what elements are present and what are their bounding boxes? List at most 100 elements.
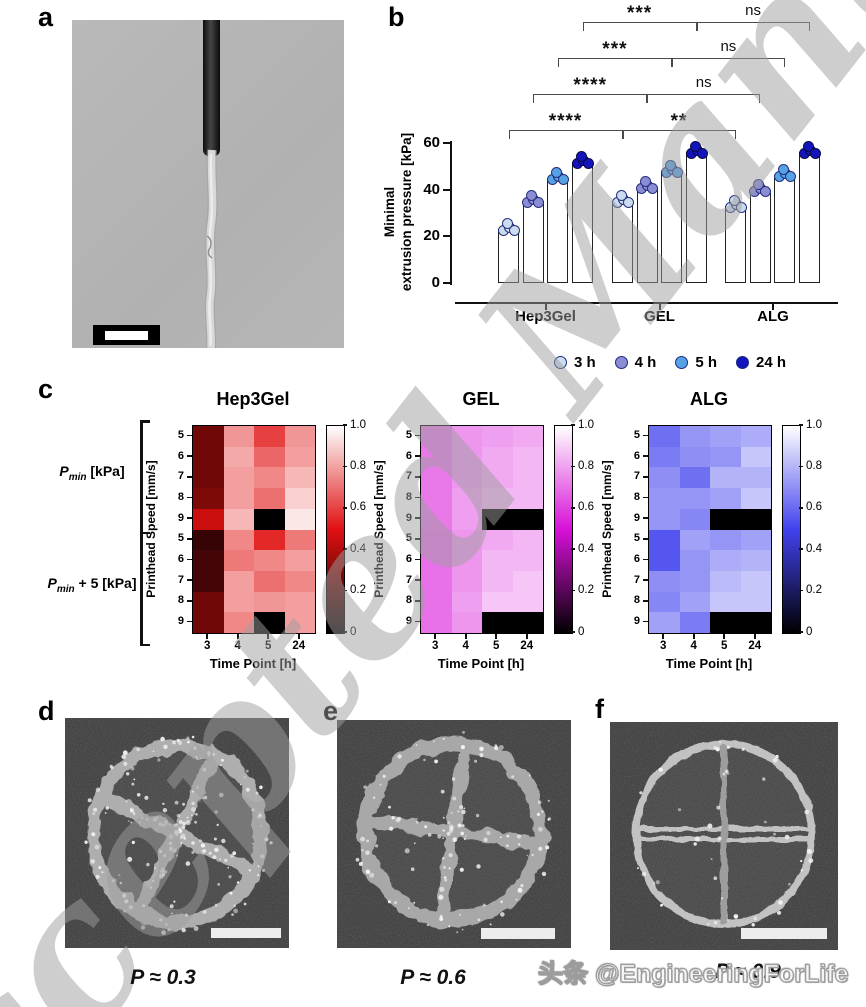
- heatmap-x-tick: [525, 633, 528, 639]
- heatmap-x-tick: [464, 633, 467, 639]
- colorbar-tick: [799, 589, 803, 592]
- data-point-dot: [640, 176, 652, 188]
- heatmap-y-tick: [643, 620, 648, 623]
- significance-bracket: [582, 22, 697, 31]
- heatmap-y-tick-label: 8: [405, 490, 412, 503]
- legend-item: 5 h: [675, 352, 717, 372]
- heatmap-cell: [254, 612, 285, 633]
- colorbar-tick-label: 0: [350, 625, 357, 638]
- heatmap-cell: [710, 488, 741, 509]
- data-point-dot: [753, 178, 765, 190]
- heatmap-cell: [512, 488, 543, 509]
- heatmap-y-tick: [643, 475, 648, 478]
- heatmap-cell: [193, 446, 224, 468]
- heatmap-cell: [740, 570, 771, 592]
- data-point-dot: [622, 197, 634, 209]
- significance-label: ***: [627, 3, 653, 24]
- colorbar-tick: [571, 424, 575, 426]
- heatmap-cell: [710, 550, 741, 571]
- heatmap-cell: [421, 612, 452, 633]
- y-axis-tick-label: 20: [423, 227, 440, 245]
- heatmap-cell: [710, 508, 741, 530]
- scaffold-photo: [337, 720, 571, 948]
- heatmap-cell: [223, 612, 254, 633]
- heatmap-cell: [421, 529, 452, 551]
- heatmap-cell: [451, 426, 482, 447]
- heatmap-cell: [740, 508, 771, 530]
- heatmap-y-tick: [415, 517, 420, 519]
- heatmap-y-tick-label: 6: [633, 553, 640, 566]
- heatmap-cell: [740, 446, 771, 468]
- heatmap-grid: [192, 425, 316, 634]
- heatmap-cell: [710, 426, 741, 447]
- heatmap-y-tick-label: 6: [405, 449, 412, 462]
- heatmap-x-tick: [662, 633, 665, 639]
- heatmap-y-tick: [187, 475, 192, 478]
- heatmap-x-tick: [297, 633, 300, 639]
- heatmap-cell: [223, 508, 254, 530]
- heatmap-y-tick: [187, 434, 192, 437]
- heatmap-cell: [223, 570, 254, 592]
- heatmap-cell: [482, 591, 513, 613]
- heatmap-cell: [649, 591, 680, 613]
- heatmap-cell: [254, 591, 285, 613]
- colorbar-tick: [343, 507, 347, 509]
- colorbar-tick-label: 0.8: [350, 459, 366, 472]
- scale-bar: [741, 928, 827, 939]
- colorbar-tick-label: 0: [578, 625, 585, 638]
- data-point-dot: [689, 141, 701, 153]
- heatmap-y-tick-label: 7: [405, 470, 412, 483]
- heatmap-cell: [512, 612, 543, 633]
- heatmap-cell: [421, 550, 452, 571]
- significance-bracket: [696, 22, 810, 31]
- heatmap-y-tick: [187, 620, 192, 623]
- heatmap-cell: [512, 508, 543, 530]
- heatmap-y-tick-label: 9: [405, 615, 412, 628]
- colorbar-tick: [343, 465, 347, 468]
- significance-label: ****: [548, 111, 583, 132]
- heatmap-cell: [649, 529, 680, 551]
- heatmap-y-tick-label: 9: [633, 615, 640, 628]
- heatmap-x-tick: [434, 633, 437, 639]
- heatmap-cell: [740, 488, 771, 509]
- scale-bar: [481, 928, 555, 939]
- y-axis-tick-label: 60: [423, 134, 440, 151]
- heatmap-cell: [451, 467, 482, 489]
- data-point-dot: [809, 148, 821, 160]
- heatmap-cell: [482, 612, 513, 633]
- heatmap-y-tick-label: 7: [177, 470, 184, 483]
- significance-label: ns: [720, 38, 737, 55]
- heatmap-y-tick: [643, 558, 648, 561]
- colorbar-tick-label: 0.4: [578, 542, 594, 555]
- heatmap-cell: [223, 488, 254, 509]
- heatmap-x-tick: [206, 633, 209, 639]
- data-point-dot: [550, 167, 562, 178]
- x-axis-group-tick: [658, 303, 661, 310]
- heatmap-y-tick: [187, 558, 192, 561]
- significance-label: ns: [745, 2, 762, 19]
- heatmap-y-tick-label: 9: [633, 511, 640, 524]
- data-point-dot: [533, 197, 545, 209]
- heatmap-cell: [710, 529, 741, 551]
- heatmap-y-tick-label: 5: [633, 532, 640, 545]
- heatmap-cell: [740, 612, 771, 633]
- heatmap-y-tick-label: 5: [405, 532, 412, 545]
- heatmap-x-tick-label: 5: [493, 640, 500, 652]
- colorbar-tick-label: 0: [806, 625, 813, 638]
- heatmap-cell: [512, 591, 543, 613]
- heatmap-y-axis-label: Printhead Speed [mm/s]: [372, 459, 386, 598]
- heatmap-cell: [254, 570, 285, 592]
- heatmap-cell: [451, 550, 482, 571]
- heatmap-cell: [223, 529, 254, 551]
- significance-label: ****: [573, 75, 607, 96]
- heatmap-y-tick: [415, 579, 420, 582]
- data-point-dot: [615, 190, 627, 202]
- x-axis-group-tick: [772, 303, 774, 310]
- footer-watermark: 头条 @EngineeringForLife: [537, 959, 849, 988]
- pressure-bar: [612, 201, 633, 283]
- panel-f-scaffold-image: [610, 722, 838, 955]
- heatmap-y-tick-label: 9: [177, 511, 184, 524]
- legend-dot-icon: [736, 355, 750, 369]
- heatmap-y-tick-label: 8: [633, 594, 640, 607]
